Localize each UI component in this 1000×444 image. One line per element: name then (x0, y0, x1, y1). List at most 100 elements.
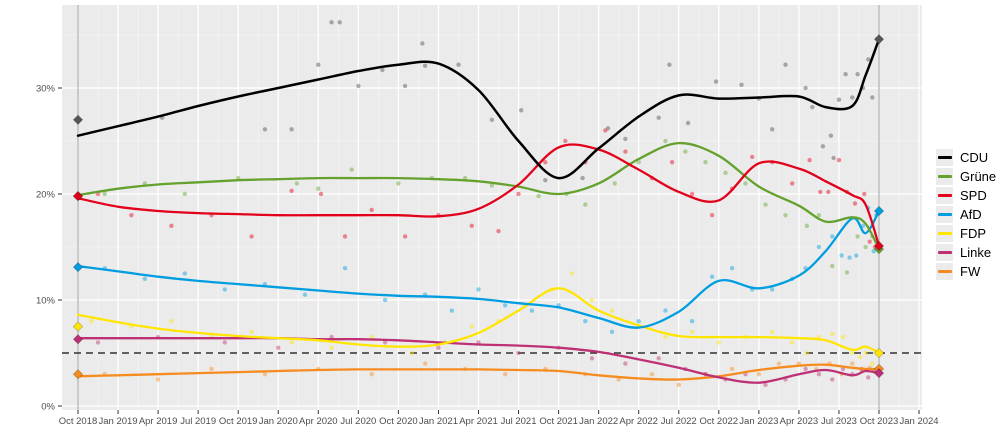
poll-dot-cdu (316, 62, 321, 67)
x-tick-label: Jan 2020 (259, 416, 298, 427)
trend-line-linke (76, 336, 881, 384)
poll-dot-cdu (783, 62, 788, 67)
poll-dot-cdu (667, 62, 672, 67)
poll-dot-cdu (828, 133, 834, 138)
poll-dot-spd (818, 189, 823, 195)
x-tick-label: Oct 2019 (219, 416, 258, 427)
poll-dot-cdu (855, 72, 860, 77)
poll-dot-grüne (536, 193, 541, 199)
poll-dot-cdu (870, 95, 875, 100)
legend-label: AfD (960, 207, 982, 222)
legend-line-swatch (937, 213, 952, 216)
poll-dot-cdu (402, 83, 408, 89)
x-tick-label: Jan 2022 (579, 416, 618, 427)
y-tick-label: 0% (41, 402, 55, 413)
poll-dot-spd (689, 191, 695, 197)
poll-dot-spd (862, 191, 867, 197)
poll-dot-cdu (713, 79, 719, 84)
poll-dot-spd (826, 189, 831, 195)
poll-dot-grüne (855, 234, 860, 239)
poll-dot-grüne (723, 170, 728, 175)
poll-dot-spd (669, 160, 675, 165)
poll-dot-fw (503, 372, 508, 377)
trend-line-fdp (76, 287, 881, 355)
poll-dot-cdu (420, 41, 425, 46)
poll-dot-afd (142, 276, 147, 281)
poll-dot-afd (663, 308, 668, 313)
poll-dot-linke (436, 345, 441, 350)
poll-dot-grüne (102, 191, 107, 197)
poll-dot-fdp (609, 308, 615, 313)
poll-dot-fdp (858, 355, 863, 360)
poll-dot-fw (729, 366, 735, 372)
poll-dot-cdu (337, 20, 342, 25)
poll-dot-grüne (349, 167, 354, 172)
trend-line-spd (76, 143, 881, 248)
poll-dot-spd (402, 234, 408, 239)
poll-dot-afd (854, 253, 859, 258)
plot-panel (62, 5, 922, 410)
poll-dot-linke (589, 356, 595, 361)
poll-dot-cdu (850, 95, 855, 100)
poll-dot-cdu (262, 127, 268, 132)
poll-dot-afd (583, 319, 588, 324)
legend-key-icon (936, 225, 953, 242)
legend-line-swatch (937, 251, 952, 254)
poll-dot-cdu (356, 83, 361, 89)
poll-dot-fw (676, 382, 681, 387)
x-tick-label: Jul 2020 (340, 416, 376, 427)
poll-dot-fdp (716, 340, 721, 345)
poll-dot-afd (729, 266, 735, 271)
legend-key-icon (936, 206, 953, 223)
poll-dot-afd (449, 308, 454, 313)
poll-dot-fdp (850, 350, 855, 356)
poll-dot-fw (369, 372, 374, 377)
x-tick-label: Apr 2020 (299, 416, 338, 427)
poll-dot-fw (155, 377, 161, 382)
result-2018-afd (72, 261, 84, 273)
poll-dot-grüne (743, 181, 748, 186)
poll-dot-afd (860, 223, 866, 228)
result-2023-linke (873, 367, 885, 379)
legend-key-icon (936, 187, 953, 204)
legend-item-spd: SPD (936, 186, 996, 205)
legend-item-cdu: CDU (936, 148, 996, 167)
poll-dot-cdu (810, 104, 815, 110)
poll-dot-linke (276, 345, 281, 350)
poll-dot-grüne (636, 160, 641, 165)
poll-dot-grüne (763, 202, 768, 207)
poll-dot-spd (496, 228, 501, 234)
x-tick-label: Apr 2022 (619, 416, 658, 427)
poll-dot-fw (649, 372, 655, 377)
x-tick-label: Oct 2020 (379, 416, 418, 427)
legend-line-swatch (937, 232, 952, 235)
poll-dot-cdu (289, 127, 294, 132)
x-tick-label: Apr 2021 (459, 416, 498, 427)
x-tick-label: Jan 2019 (99, 416, 138, 427)
poll-dot-afd (689, 319, 695, 324)
poll-dot-afd (222, 287, 227, 292)
x-tick-label: Oct 2018 (59, 416, 98, 427)
legend-label: FW (960, 264, 981, 279)
poll-dot-fdp (689, 329, 695, 334)
poll-dot-linke (763, 382, 768, 387)
poll-dot-fdp (369, 334, 374, 340)
legend-line-swatch (937, 175, 952, 178)
poll-dot-cdu (456, 62, 461, 67)
poll-dot-grüne (396, 181, 401, 186)
trend-line-grüne (76, 141, 881, 251)
poll-dot-fw (616, 377, 621, 382)
poll-dot-grüne (703, 160, 708, 165)
poll-dot-afd (382, 297, 388, 303)
poll-dot-fdp (830, 331, 835, 337)
poll-dot-spd (623, 149, 628, 154)
poll-dot-fdp (249, 329, 254, 334)
poll-dot-fdp (589, 297, 595, 303)
poll-dot-spd (867, 239, 872, 244)
result-2018-cdu (72, 114, 84, 125)
poll-dot-cdu (519, 108, 524, 113)
poll-dot-spd (543, 160, 548, 165)
poll-dot-linke (816, 372, 822, 377)
